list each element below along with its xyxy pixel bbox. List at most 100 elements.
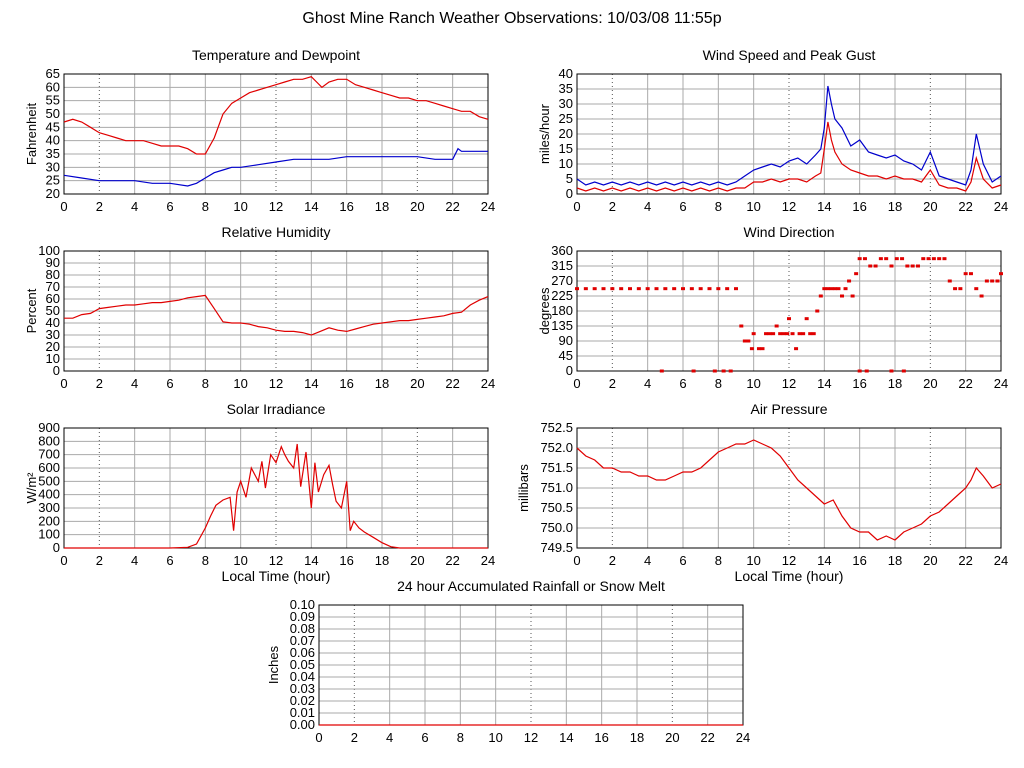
y-tick-label: 0.03: [290, 681, 315, 696]
chart-wind: 0 2 4 6 8 10 12 14 16 18 20 22 240510152025303540Win…: [537, 47, 1008, 214]
y-tick-label: 750.0: [540, 520, 573, 535]
x-tick-label: 2: [351, 730, 358, 745]
scatter-point: [968, 272, 973, 276]
y-tick-label: 0.01: [290, 705, 315, 720]
scatter-point: [681, 287, 685, 291]
x-tick-label: 2: [96, 199, 103, 214]
y-tick-label: 752.5: [540, 420, 573, 435]
scatter-point: [592, 287, 597, 291]
y-tick-label: 180: [551, 303, 573, 318]
x-tick-label: 2: [609, 553, 616, 568]
x-tick-label: 8: [202, 376, 209, 391]
y-tick-label: 270: [551, 273, 573, 288]
y-tick-label: 90: [46, 255, 60, 270]
scatter-point: [698, 287, 703, 291]
x-tick-label: 16: [852, 199, 866, 214]
scatter-point: [974, 287, 979, 291]
y-tick-label: 40: [46, 133, 60, 148]
y-tick-label: 60: [46, 79, 60, 94]
x-tick-label: 0: [60, 199, 67, 214]
scatter-point: [654, 287, 659, 291]
plot-frame: [63, 250, 489, 372]
scatter-point: [857, 369, 862, 373]
scatter-point: [926, 257, 931, 261]
scatter-point: [636, 287, 641, 291]
x-tick-label: 14: [304, 376, 318, 391]
scatter-point: [862, 257, 867, 261]
scatter-point: [900, 257, 905, 261]
x-tick-label: 20: [923, 553, 937, 568]
scatter-point: [984, 279, 989, 283]
x-tick-label: 12: [782, 199, 796, 214]
x-tick-label: 22: [958, 553, 972, 568]
y-tick-label: 35: [559, 81, 573, 96]
y-tick-label: 0.06: [290, 645, 315, 660]
x-tick-label: 10: [746, 553, 760, 568]
scatter-point: [884, 257, 889, 261]
x-tick-label: 2: [96, 553, 103, 568]
y-tick-label: 800: [38, 433, 60, 448]
y-tick-label: 749.5: [540, 540, 573, 555]
x-tick-label: 16: [852, 553, 866, 568]
scatter-point: [931, 257, 936, 261]
scatter-point: [767, 332, 772, 336]
scatter-point: [764, 332, 769, 336]
x-axis-label: Local Time (hour): [735, 568, 844, 584]
x-tick-label: 24: [481, 553, 495, 568]
chart-title: 24 hour Accumulated Rainfall or Snow Mel…: [397, 578, 665, 594]
scatter-point: [868, 264, 873, 268]
scatter-point: [716, 287, 721, 291]
scatter-point: [873, 264, 878, 268]
x-tick-label: 16: [339, 553, 353, 568]
y-tick-label: 500: [38, 473, 60, 488]
scatter-point: [721, 369, 726, 373]
scatter-point: [942, 257, 947, 261]
x-tick-label: 4: [386, 730, 393, 745]
scatter-point: [781, 332, 786, 336]
y-tick-label: 300: [38, 500, 60, 515]
scatter-point: [790, 332, 795, 336]
scatter-point: [811, 332, 816, 336]
x-tick-label: 2: [96, 376, 103, 391]
x-tick-label: 16: [852, 376, 866, 391]
y-tick-label: 0: [53, 540, 60, 555]
x-tick-label: 8: [715, 553, 722, 568]
scatter-point: [958, 287, 963, 291]
y-tick-label: 60: [46, 291, 60, 306]
x-tick-label: 8: [457, 730, 464, 745]
y-axis-label: degrees: [537, 287, 552, 334]
scatter-point: [771, 332, 776, 336]
scatter-point: [990, 279, 995, 283]
y-tick-label: 0.08: [290, 621, 315, 636]
scatter-point: [691, 369, 696, 373]
y-tick-label: 700: [38, 447, 60, 462]
y-tick-label: 5: [566, 171, 573, 186]
x-tick-label: 2: [609, 376, 616, 391]
chart-title: Wind Speed and Peak Gust: [703, 47, 876, 63]
x-tick-label: 20: [665, 730, 679, 745]
y-tick-label: 10: [559, 156, 573, 171]
x-tick-label: 22: [700, 730, 714, 745]
x-tick-label: 12: [269, 376, 283, 391]
y-tick-label: 750.5: [540, 500, 573, 515]
x-tick-label: 8: [202, 553, 209, 568]
x-tick-label: 12: [524, 730, 538, 745]
y-tick-label: 20: [46, 339, 60, 354]
x-tick-label: 2: [609, 199, 616, 214]
x-tick-label: 12: [269, 553, 283, 568]
x-tick-label: 22: [958, 199, 972, 214]
scatter-point: [857, 257, 862, 261]
x-tick-label: 24: [994, 199, 1008, 214]
y-tick-label: 0.04: [290, 669, 315, 684]
x-tick-label: 14: [817, 376, 831, 391]
y-tick-label: 0: [53, 363, 60, 378]
scatter-point: [947, 279, 952, 283]
y-tick-label: 30: [559, 96, 573, 111]
x-tick-label: 24: [481, 376, 495, 391]
scatter-point: [734, 287, 738, 291]
scatter-point: [836, 287, 841, 291]
x-tick-label: 6: [166, 553, 173, 568]
scatter-point: [999, 272, 1003, 276]
y-axis-label: miles/hour: [537, 103, 552, 164]
x-tick-label: 0: [60, 376, 67, 391]
